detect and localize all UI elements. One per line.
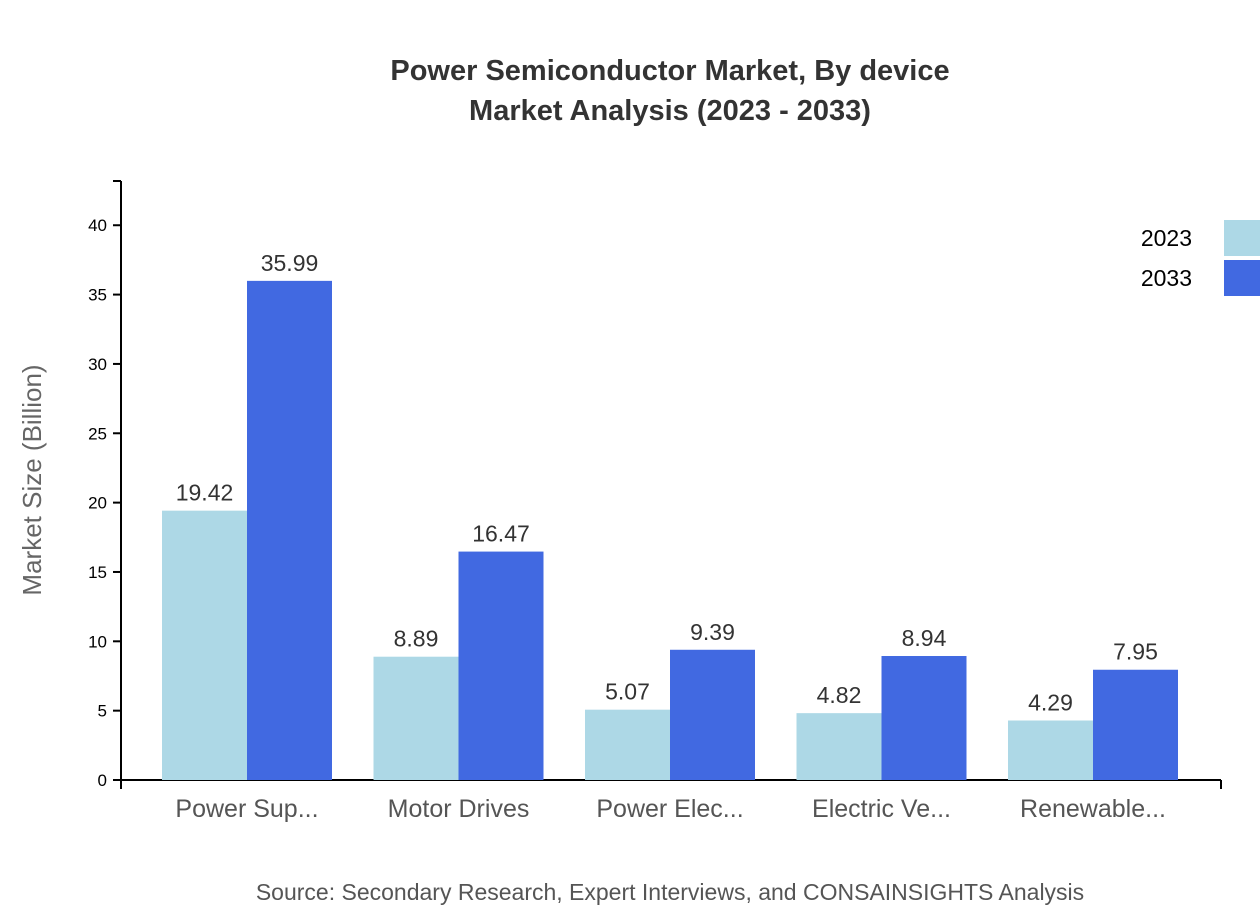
bar-2023 <box>585 709 670 780</box>
axes: 0 5 10 15 20 25 30 35 40 Power Sup... Motor Drives… <box>88 180 1222 823</box>
data-label: 8.94 <box>902 625 947 651</box>
y-tick-label: 35 <box>88 286 107 305</box>
chart-title-line1: Power Semiconductor Market, By device <box>390 55 949 87</box>
data-label: 35.99 <box>261 250 319 276</box>
y-tick-label: 25 <box>88 424 107 443</box>
y-tick-label: 10 <box>88 632 107 651</box>
bar-2033 <box>1093 669 1178 780</box>
bar-2033 <box>247 280 332 780</box>
y-tick-label: 15 <box>88 563 107 582</box>
legend-label: 2023 <box>1141 225 1192 251</box>
data-label: 7.95 <box>1113 639 1158 665</box>
y-tick-label: 40 <box>88 216 107 235</box>
legend: 2023 2033 <box>1141 220 1260 296</box>
chart-title-line2: Market Analysis (2023 - 2033) <box>469 95 871 127</box>
y-axis-label: Market Size (Billion) <box>17 364 47 595</box>
y-tick-label: 5 <box>98 702 107 721</box>
y-tick-label: 20 <box>88 494 107 513</box>
data-label: 5.07 <box>605 679 650 705</box>
data-label: 19.42 <box>176 480 234 506</box>
source-note: Source: Secondary Research, Expert Inter… <box>256 879 1084 905</box>
bar-2023 <box>796 713 882 780</box>
bars: 19.42 35.99 8.89 16.47 5.07 9.39 4.82 8.94 4.29 7… <box>162 250 1178 780</box>
bar-2023 <box>373 656 459 780</box>
bar-2023 <box>1008 720 1093 780</box>
bar-2023 <box>162 510 247 780</box>
x-tick-label: Motor Drives <box>388 795 530 823</box>
x-tick-label: Power Sup... <box>175 795 318 823</box>
data-label: 9.39 <box>690 619 735 645</box>
bar-2033 <box>881 656 967 780</box>
x-tick-label: Power Elec... <box>596 795 743 823</box>
y-tick-label: 0 <box>98 771 107 790</box>
y-tick-label: 30 <box>88 355 107 374</box>
bar-2033 <box>458 551 544 780</box>
data-label: 8.89 <box>394 626 439 652</box>
x-tick-label: Electric Ve... <box>812 795 951 823</box>
legend-label: 2033 <box>1141 265 1192 291</box>
data-label: 4.29 <box>1028 690 1073 716</box>
legend-swatch <box>1224 260 1260 296</box>
data-label: 4.82 <box>817 682 862 708</box>
x-tick-label: Renewable... <box>1020 795 1166 823</box>
legend-swatch <box>1224 220 1260 256</box>
data-label: 16.47 <box>472 521 530 547</box>
bar-2033 <box>670 649 755 780</box>
